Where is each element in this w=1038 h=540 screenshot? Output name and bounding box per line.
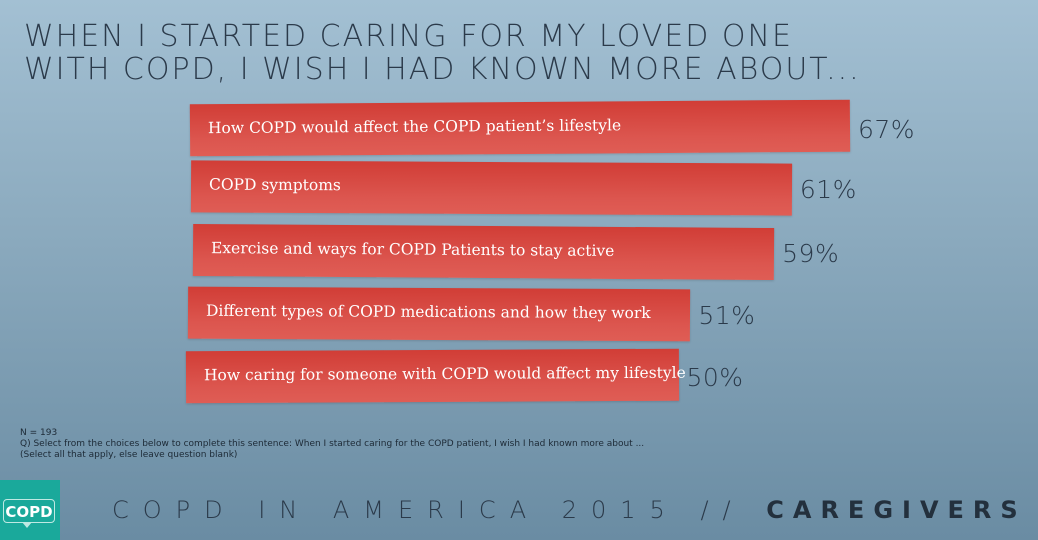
bar-label: Exercise and ways for COPD Patients to s… [210, 239, 615, 260]
chart-title: WHEN I STARTED CARING FOR MY LOVED ONE W… [24, 20, 861, 86]
bar: COPD symptoms [190, 160, 792, 216]
title-line-1: WHEN I STARTED CARING FOR MY LOVED ONE [24, 19, 793, 54]
copd-logo: COPD [0, 480, 60, 540]
bar-label: COPD symptoms [208, 175, 341, 195]
footer-banner: COPD IN AMERICA 2015 // CAREGIVERS [112, 496, 1027, 524]
bar: Exercise and ways for COPD Patients to s… [192, 223, 775, 281]
data-label: 51% [698, 301, 756, 330]
bar-chart: How COPD would affect the COPD patient’s… [185, 99, 916, 404]
logo-text: COPD [3, 499, 55, 523]
title-line-2: WITH COPD, I WISH I HAD KNOWN MORE ABOUT… [24, 52, 861, 87]
bar: How COPD would affect the COPD patient’s… [189, 99, 851, 157]
bar: How caring for someone with COPD would a… [185, 348, 686, 404]
footer-emphasis: CAREGIVERS [766, 496, 1027, 524]
survey-question: Q) Select from the choices below to comp… [20, 439, 645, 449]
survey-instruction: (Select all that apply, else leave quest… [20, 450, 238, 460]
data-label: 59% [782, 239, 840, 268]
data-label: 50% [686, 363, 744, 392]
data-label: 61% [799, 175, 857, 204]
data-label: 67% [857, 115, 916, 144]
speech-bubble-tail-icon [22, 522, 32, 528]
bar-label: How caring for someone with COPD would a… [203, 363, 686, 385]
bar-label: Different types of COPD medications and … [205, 301, 651, 323]
survey-notes: N = 193 Q) Select from the choices below… [20, 428, 644, 461]
sample-size: N = 193 [20, 428, 58, 438]
footer-main: COPD IN AMERICA 2015 // [112, 496, 745, 524]
bar: Different types of COPD medications and … [187, 286, 691, 342]
bar-label: How COPD would affect the COPD patient’s… [207, 116, 622, 138]
